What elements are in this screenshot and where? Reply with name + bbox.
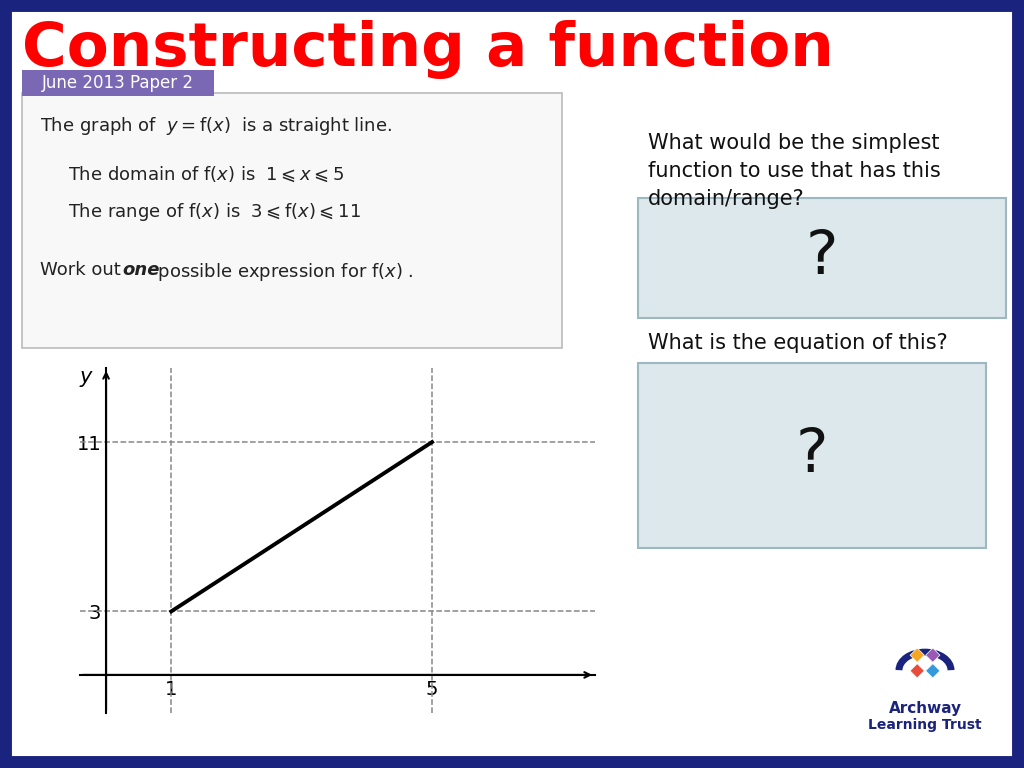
Text: Work out: Work out (40, 261, 127, 279)
Polygon shape (910, 664, 925, 678)
Text: Learning Trust: Learning Trust (868, 718, 982, 732)
Text: The range of $\mathrm{f}(x)$ is  $3 \leqslant \mathrm{f}(x) \leqslant 11$: The range of $\mathrm{f}(x)$ is $3 \leqs… (68, 201, 360, 223)
Text: ?: ? (796, 426, 828, 485)
Text: one: one (122, 261, 160, 279)
Text: The graph of  $y = \mathrm{f}(x)$  is a straight line.: The graph of $y = \mathrm{f}(x)$ is a st… (40, 115, 392, 137)
Polygon shape (910, 648, 925, 662)
Polygon shape (926, 664, 940, 678)
Text: Constructing a function: Constructing a function (22, 20, 834, 79)
Text: ?: ? (806, 229, 839, 287)
Text: What is the equation of this?: What is the equation of this? (648, 333, 948, 353)
Text: June 2013 Paper 2: June 2013 Paper 2 (42, 74, 194, 92)
Polygon shape (926, 648, 940, 662)
Text: possible expression for $\mathrm{f}(x)$ .: possible expression for $\mathrm{f}(x)$ … (152, 261, 414, 283)
Text: Archway: Archway (889, 701, 962, 716)
Text: The domain of $\mathrm{f}(x)$ is  $1 \leqslant x \leqslant 5$: The domain of $\mathrm{f}(x)$ is $1 \leq… (68, 165, 344, 184)
Text: What would be the simplest
function to use that has this
domain/range?: What would be the simplest function to u… (648, 133, 941, 209)
Text: $y$: $y$ (79, 369, 94, 389)
FancyBboxPatch shape (22, 70, 214, 96)
FancyBboxPatch shape (22, 93, 562, 348)
FancyBboxPatch shape (638, 363, 986, 548)
FancyBboxPatch shape (638, 198, 1006, 318)
